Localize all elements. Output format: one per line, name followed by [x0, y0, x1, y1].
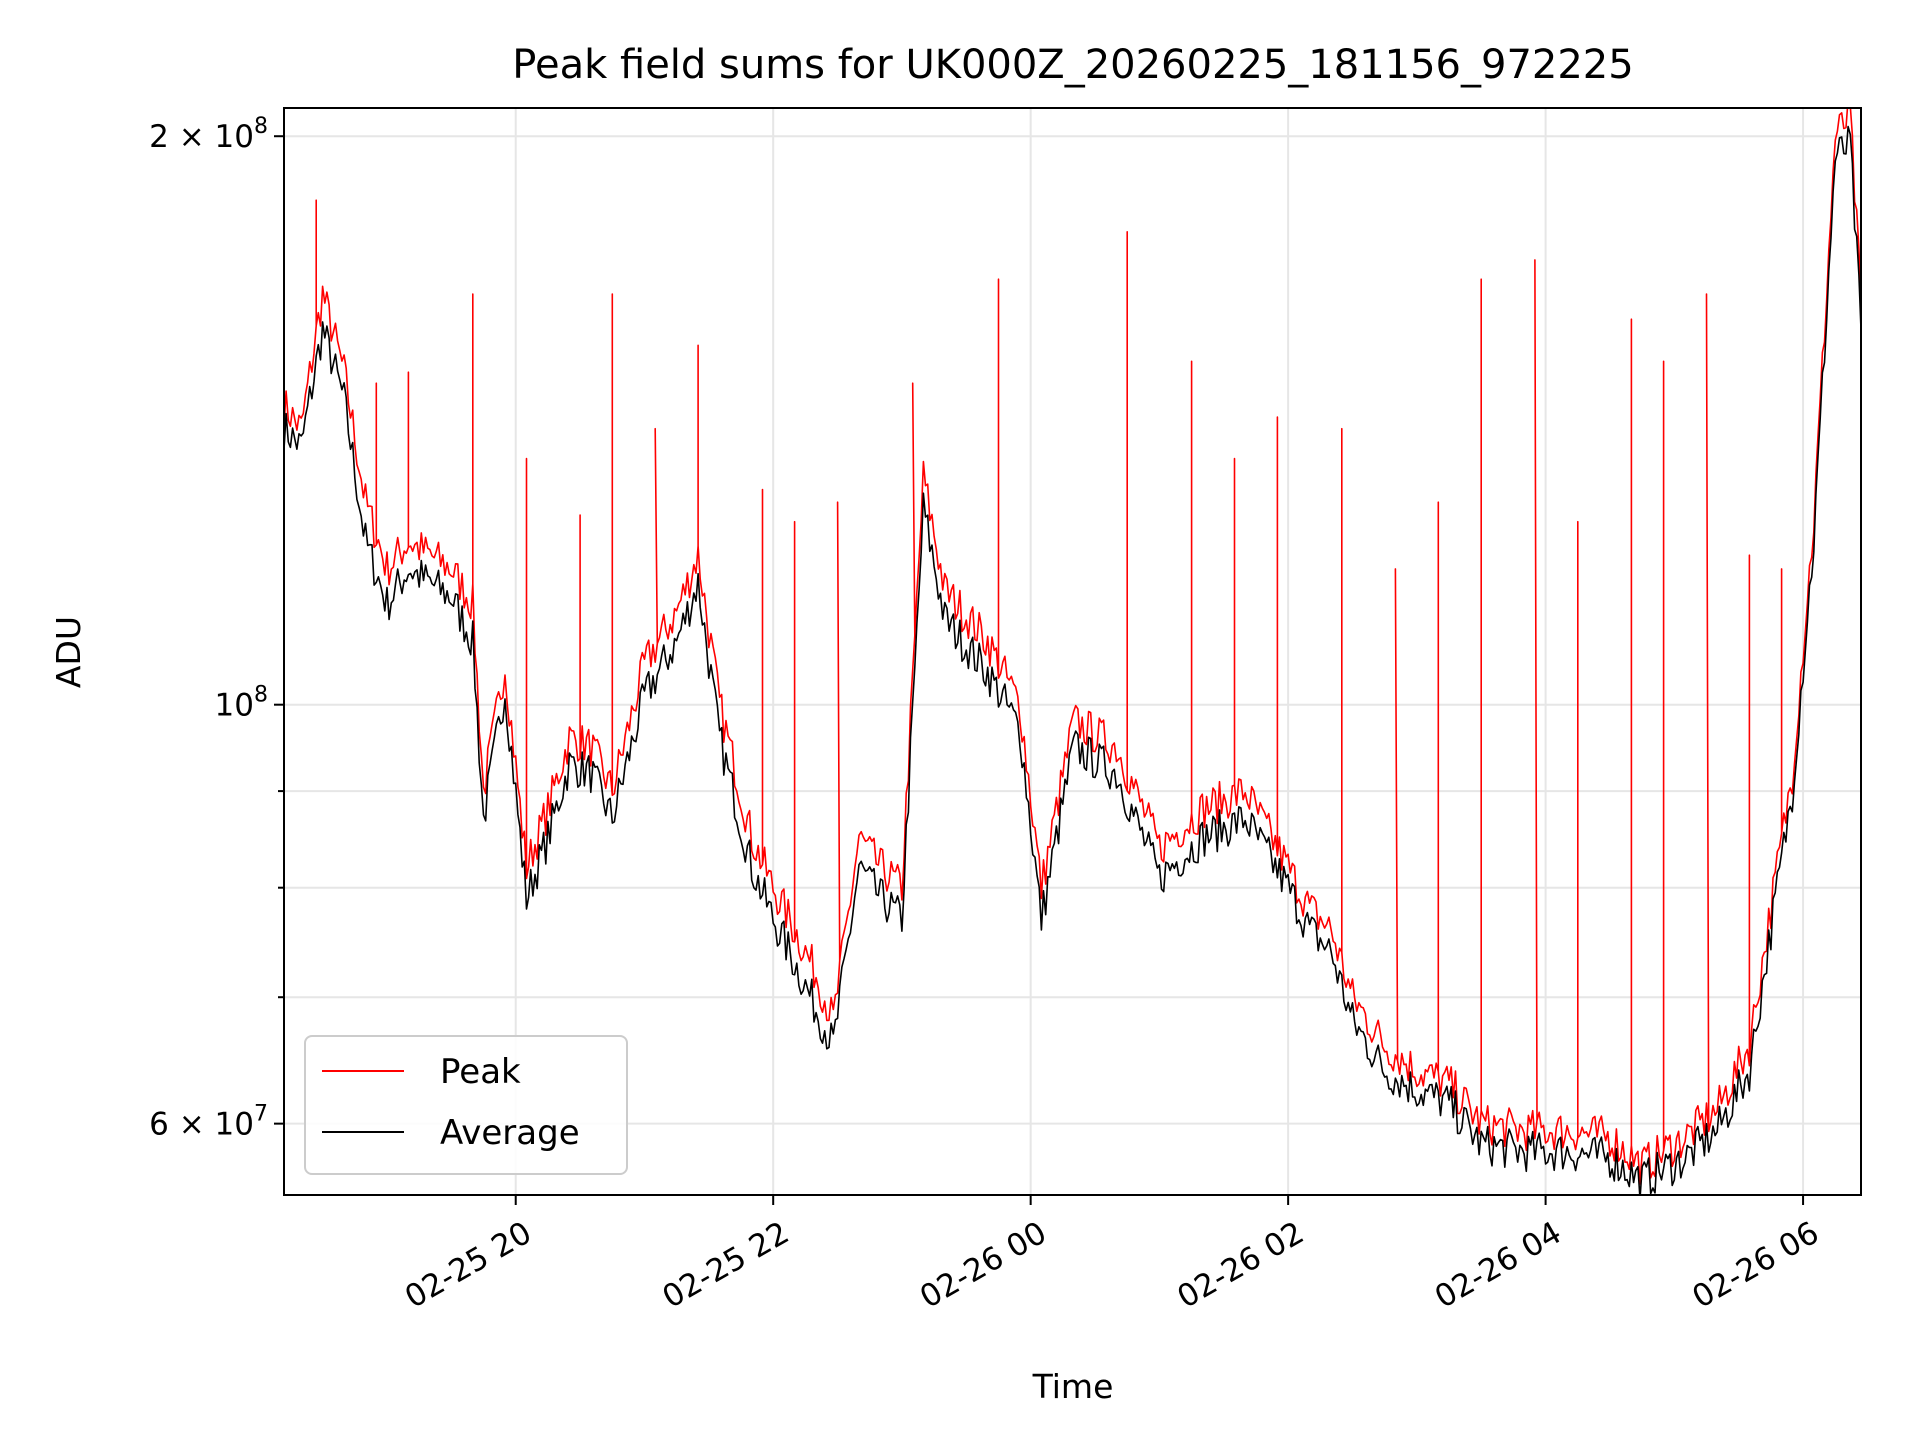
y-axis-label: ADU — [49, 616, 88, 688]
chart-title: Peak field sums for UK000Z_20260225_1811… — [512, 42, 1633, 88]
y-axis: 6 × 107 108 2 × 108 — [149, 114, 284, 1143]
plot-frame — [283, 107, 1862, 1196]
legend-label-average: Average — [440, 1113, 580, 1153]
y-tick-label: 6 × 107 — [149, 1102, 268, 1143]
series-layer — [284, 108, 1861, 1195]
legend: Peak Average — [304, 1035, 628, 1175]
x-axis-label: Time — [1032, 1367, 1114, 1406]
y-tick-label: 2 × 108 — [149, 114, 268, 155]
y-tick-label: 108 — [215, 683, 268, 724]
series-line-average — [284, 125, 1861, 1195]
legend-label-peak: Peak — [440, 1052, 521, 1092]
series-line-peak — [284, 108, 1861, 1185]
grid — [284, 108, 1861, 1195]
